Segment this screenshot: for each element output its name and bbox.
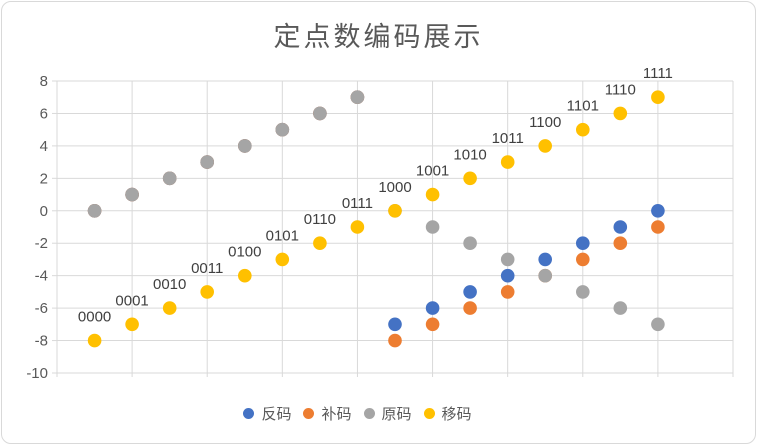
legend-item-移码[interactable]: 移码 (423, 403, 472, 424)
point-label: 0101 (266, 227, 299, 244)
data-point-反码 (500, 268, 515, 283)
data-point-移码 (200, 285, 214, 299)
data-point-补码 (425, 317, 440, 332)
point-label: 0111 (342, 195, 373, 212)
point-label: 0001 (115, 292, 148, 309)
point-label: 1001 (416, 163, 449, 180)
data-point-补码 (613, 236, 628, 250)
legend-item-label: 反码 (261, 406, 292, 423)
y-tick-label: -8 (35, 333, 48, 350)
data-point-移码 (613, 106, 628, 121)
data-point-补码 (576, 252, 590, 267)
legend-item-反码[interactable]: 反码 (243, 403, 291, 424)
data-point-原码 (463, 236, 477, 250)
y-tick-label: 4 (40, 138, 48, 155)
data-point-原码 (87, 204, 102, 218)
data-point-补码 (463, 301, 477, 315)
data-point-移码 (87, 333, 102, 348)
legend-item-label: 移码 (441, 406, 472, 423)
point-label: 0011 (191, 260, 223, 277)
data-point-原码 (500, 252, 515, 267)
data-point-原码 (238, 139, 252, 153)
data-point-原码 (162, 171, 177, 186)
point-label: 1000 (378, 179, 411, 196)
data-point-反码 (651, 204, 665, 218)
data-point-移码 (538, 139, 552, 153)
data-point-移码 (162, 301, 177, 315)
y-tick-label: 2 (40, 170, 48, 187)
data-point-反码 (576, 236, 590, 250)
point-label: 1100 (529, 114, 561, 131)
data-point-反码 (425, 301, 440, 315)
y-tick-label: 8 (40, 73, 48, 90)
point-label: 1010 (453, 146, 486, 163)
y-tick-label: 0 (40, 203, 48, 220)
chart-title: 定点数编码展示 (273, 22, 484, 52)
data-point-原码 (350, 90, 365, 104)
legend-item-原码[interactable]: 原码 (363, 403, 412, 424)
legend-item-label: 原码 (381, 406, 412, 423)
y-tick-label: -6 (35, 300, 48, 317)
data-point-原码 (275, 122, 290, 137)
point-label: 0100 (228, 244, 261, 261)
data-point-原码 (576, 285, 590, 299)
point-label: 0110 (304, 211, 336, 228)
y-tick-label: -4 (35, 268, 48, 285)
data-point-移码 (651, 90, 665, 104)
point-label: 1111 (643, 65, 673, 82)
y-tick-label: -2 (35, 235, 48, 252)
data-point-移码 (275, 252, 290, 267)
legend-item-label: 补码 (321, 406, 352, 423)
y-tick-label: -10 (26, 365, 48, 382)
point-label: 0000 (78, 309, 111, 326)
legend-item-补码[interactable]: 补码 (303, 403, 352, 424)
data-point-原码 (125, 187, 139, 202)
point-label: 0010 (153, 276, 186, 293)
point-label: 1101 (567, 98, 599, 115)
data-point-原码 (313, 106, 327, 121)
data-point-移码 (500, 155, 515, 169)
data-point-反码 (613, 220, 628, 234)
legend-marker-icon (243, 408, 255, 419)
data-point-移码 (388, 204, 402, 218)
data-point-原码 (200, 155, 214, 169)
data-point-反码 (463, 285, 477, 299)
data-point-移码 (576, 122, 590, 137)
data-point-原码 (538, 268, 552, 283)
data-point-反码 (538, 252, 552, 267)
legend-marker-icon (363, 408, 375, 419)
data-point-补码 (388, 333, 402, 348)
data-point-移码 (425, 187, 440, 202)
point-label: 1110 (605, 81, 636, 98)
data-point-原码 (651, 317, 665, 332)
legend: 反码 补码 原码 移码 (0, 403, 736, 424)
data-point-移码 (463, 171, 477, 186)
data-point-补码 (651, 220, 665, 234)
data-point-移码 (238, 268, 252, 283)
data-point-移码 (350, 220, 365, 234)
data-point-补码 (500, 285, 515, 299)
data-point-移码 (313, 236, 327, 250)
legend-marker-icon (303, 408, 315, 419)
data-point-移码 (125, 317, 139, 332)
point-label: 1011 (492, 130, 524, 147)
y-tick-label: 6 (40, 105, 48, 122)
legend-marker-icon (423, 408, 435, 419)
data-point-原码 (425, 220, 440, 234)
data-point-反码 (388, 317, 402, 332)
data-point-原码 (613, 301, 628, 315)
